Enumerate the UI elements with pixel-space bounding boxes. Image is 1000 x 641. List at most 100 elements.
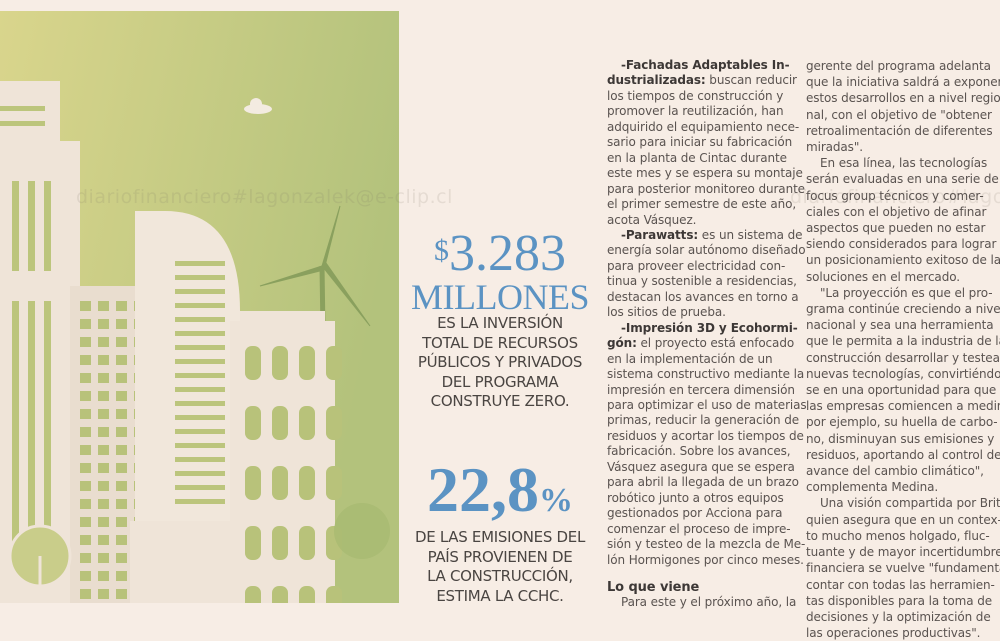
window [116, 427, 127, 437]
text-line: estos desarrollos en a nivel regio- [806, 90, 1000, 106]
window [175, 485, 225, 490]
text-line: miradas". [806, 139, 1000, 155]
text-line: nal, con el objetivo de "obtener [806, 107, 1000, 123]
window [116, 481, 127, 491]
line-text: las empresas comiencen a medir, [806, 399, 1000, 414]
window [98, 301, 109, 311]
text-line: -Parawatts: es un sistema de [607, 227, 803, 243]
text-line: para proveer electricidad con- [607, 259, 792, 274]
caption-line: PÚBLICOS Y PRIVADOS [417, 353, 583, 371]
line-text: gerente del programa adelanta [806, 59, 991, 73]
bold-lead: -Fachadas Adaptables In- [621, 58, 790, 72]
text-line: residuos y acortar los tiempos de [607, 429, 804, 444]
window [80, 499, 91, 509]
text-line: residuos, aportando al control del [806, 447, 1000, 463]
window [116, 499, 127, 509]
window [175, 373, 225, 378]
line-text: grama continúe creciendo a nivel [806, 302, 1000, 317]
window [175, 387, 225, 392]
text-line: dustrializadas: buscan reducir [607, 73, 797, 88]
window [80, 463, 91, 473]
stat-caption: DE LAS EMISIONES DEL PAÍS PROVIENEN DE L… [405, 528, 595, 606]
window [245, 526, 261, 560]
text-line: gón: el proyecto está enfocado [607, 336, 795, 351]
line-text: el proyecto está enfocado [636, 336, 795, 351]
text-line: tinua y sostenible a residencias, [607, 274, 797, 289]
window [98, 427, 109, 437]
window [175, 457, 225, 462]
window [245, 466, 261, 500]
line-text: avance del cambio climático", [806, 464, 984, 479]
window [116, 463, 127, 473]
text-line: no, disminuyan sus emisiones y [806, 431, 1000, 447]
window [245, 346, 261, 380]
window [98, 409, 109, 419]
line-text: los tiempos de construcción y [607, 88, 784, 103]
line-text: gestionados por Acciona para [607, 506, 783, 521]
window [80, 391, 91, 401]
line-text: un posicionamiento exitoso de las [806, 253, 1000, 268]
window [116, 319, 127, 329]
text-line: primas, reducir la generación de [607, 413, 799, 428]
text-line: para posterior monitoreo durante [607, 182, 805, 197]
window [299, 466, 315, 500]
line-text: tuante y de mayor incertidumbre [806, 545, 1000, 560]
text-line: los sitios de prueba. [607, 305, 792, 320]
text-line: tuante y de mayor incertidumbre [806, 544, 1000, 560]
text-line: sistema constructivo mediante la [607, 367, 804, 382]
window [116, 301, 127, 311]
line-text: "La proyección es que el pro- [820, 285, 993, 300]
window [326, 466, 342, 500]
window [175, 261, 225, 266]
percent-symbol: % [539, 482, 573, 519]
text-line: las operaciones productivas". [806, 625, 1000, 641]
line-text: energía solar autónomo diseñado [607, 243, 806, 258]
line-text: primas, reducir la generación de [607, 413, 800, 428]
text-line: "La proyección es que el pro- [806, 285, 1000, 301]
window [116, 409, 127, 419]
watermark: diariofinanciero#lagonzalek@e-clip.cl [790, 186, 1000, 208]
window [116, 445, 127, 455]
text-line: un posicionamiento exitoso de las [806, 252, 1000, 268]
text-line: se en una oportunidad para que [806, 382, 1000, 398]
window [116, 373, 127, 383]
window [80, 355, 91, 365]
window [98, 481, 109, 491]
line-text: para abril la llegada de un brazo [607, 475, 799, 490]
text-line: los tiempos de construcción y [607, 89, 792, 104]
text-line: destacan los avances en torno a [607, 290, 799, 305]
window [80, 301, 91, 311]
window [299, 406, 315, 440]
text-line: Para este y el próximo año, la [607, 595, 796, 610]
window [80, 571, 91, 581]
line-text: no, disminuyan sus emisiones y [806, 431, 995, 446]
text-line: en la planta de Cintac durante [607, 151, 792, 166]
window [272, 406, 288, 440]
line-text: quien asegura que en un contex- [806, 512, 1000, 527]
line-text: acota Vásquez. [607, 212, 697, 227]
line-text: serán evaluadas en una serie de [806, 172, 999, 187]
window [116, 517, 127, 527]
window [175, 303, 225, 308]
bold-lead: -Parawatts: [621, 227, 699, 242]
text-line: complementa Medina. [806, 479, 1000, 495]
stat-number: 22,8 [427, 454, 539, 525]
text-line: gestionados por Acciona para [607, 506, 792, 521]
window [175, 331, 225, 336]
text-line: lón Hormigones por cinco meses. [607, 553, 804, 568]
window [98, 571, 109, 581]
window [299, 586, 315, 603]
window [80, 427, 91, 437]
text-line: tas disponibles para la toma de [806, 593, 1000, 609]
text-line: impresión en tercera dimensión [607, 383, 795, 398]
window [116, 535, 127, 545]
window [80, 517, 91, 527]
line-text: por ejemplo, su huella de carbo- [806, 415, 998, 430]
caption-line: ESTIMA LA CCHC. [436, 586, 564, 605]
window [175, 345, 225, 350]
line-text: decisiones y la optimización de [806, 609, 991, 624]
window [98, 499, 109, 509]
line-text: ciales con el objetivo de afinar [806, 204, 987, 219]
text-line: ciales con el objetivo de afinar [806, 204, 1000, 220]
window [80, 337, 91, 347]
